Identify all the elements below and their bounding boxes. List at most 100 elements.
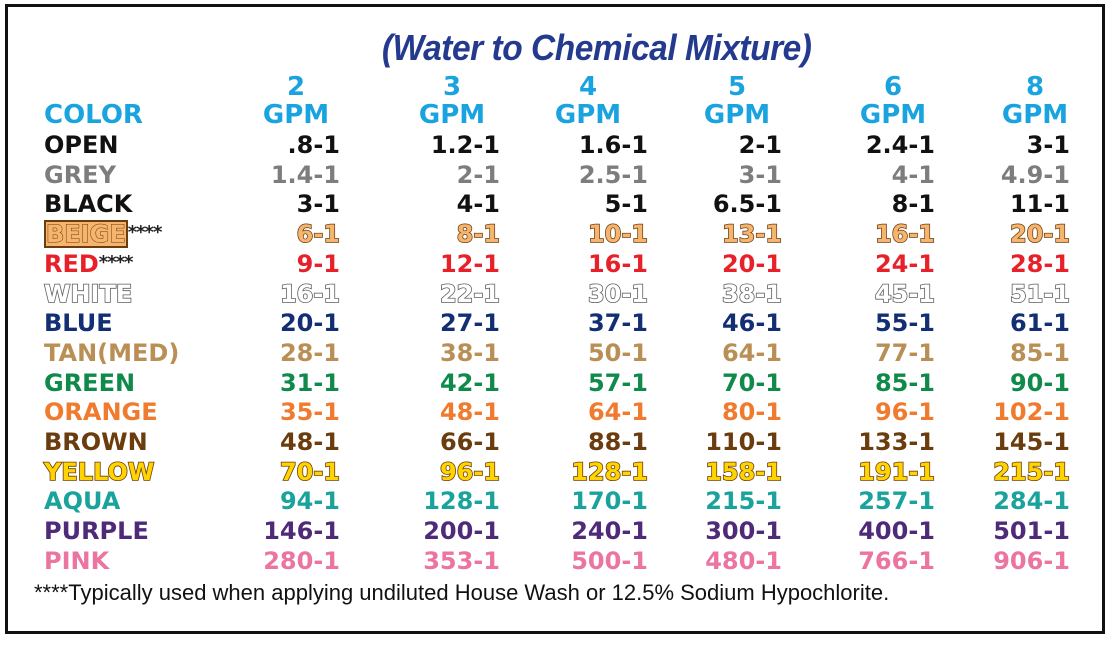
ratio-cell: 6.5-1: [712, 190, 782, 219]
ratio-cell: 66-1: [439, 428, 500, 456]
ratio-cell: 45-1: [874, 279, 936, 309]
ratio-cell: 57-1: [587, 368, 648, 397]
ratio-cell: 16-1: [874, 219, 936, 249]
row-label: GREEN: [44, 369, 135, 397]
ratio-cell: 1.4-1: [270, 160, 340, 189]
ratio-cell: 10-1: [587, 219, 649, 249]
ratio-cell: 158-1: [704, 457, 782, 487]
row-label: BROWN: [44, 428, 148, 456]
column-header-gpm-unit: GPM: [1001, 100, 1069, 130]
ratio-cell: 88-1: [587, 428, 648, 456]
ratio-cell: 500-1: [571, 546, 648, 575]
ratio-cell: 77-1: [874, 338, 935, 367]
ratio-cell: 133-1: [858, 428, 935, 456]
ratio-cell: 2.4-1: [865, 131, 935, 159]
ratio-cell: 9-1: [296, 249, 340, 278]
ratio-cell: 102-1: [993, 398, 1070, 427]
ratio-cell: 501-1: [993, 517, 1070, 546]
ratio-cell: 215-1: [705, 487, 782, 516]
ratio-cell: 1.2-1: [430, 131, 500, 159]
ratio-cell: 27-1: [439, 309, 500, 338]
ratio-cell: 170-1: [571, 487, 648, 516]
ratio-cell: 51-1: [1009, 279, 1071, 309]
ratio-cell: 46-1: [721, 309, 782, 338]
ratio-cell: 128-1: [423, 487, 500, 516]
ratio-cell: 55-1: [874, 309, 935, 338]
ratio-cell: 85-1: [1009, 338, 1070, 367]
ratio-cell: 30-1: [587, 279, 649, 309]
ratio-cell: 96-1: [874, 398, 935, 427]
ratio-cell: 110-1: [705, 428, 782, 456]
ratio-cell: 215-1: [992, 457, 1070, 487]
page-title: (Water to Chemical Mixture): [381, 27, 812, 68]
row-label: RED****: [44, 250, 133, 278]
ratio-cell: 94-1: [279, 487, 340, 516]
ratio-cell: 70-1: [721, 368, 782, 397]
ratio-cell: 5-1: [604, 190, 648, 219]
row-label-text: GREEN: [44, 368, 136, 397]
ratio-cell: 766-1: [858, 546, 935, 575]
ratio-cell: 480-1: [705, 546, 782, 575]
color-column-header: COLOR: [44, 100, 143, 130]
ratio-cell: 1.6-1: [578, 131, 648, 159]
row-label-text: BLACK: [44, 190, 133, 219]
row-label-text: BEIGE: [44, 220, 128, 249]
ratio-cell: 20-1: [279, 309, 340, 338]
column-header-gpm-value: 8: [1025, 72, 1045, 102]
row-label-text: OPEN: [44, 131, 119, 159]
row-label-text: BROWN: [44, 428, 148, 456]
row-label-text: YELLOW: [43, 457, 155, 487]
ratio-cell: 90-1: [1009, 368, 1070, 397]
footnote: ****Typically used when applying undilut…: [34, 580, 890, 605]
ratio-cell: 146-1: [263, 517, 340, 546]
ratio-cell: 4-1: [456, 190, 500, 219]
footnote-marker: ****: [127, 222, 163, 244]
ratio-cell: 50-1: [587, 338, 648, 367]
row-label: BLUE: [44, 309, 113, 337]
row-label: BLACK: [44, 190, 132, 218]
ratio-cell: 284-1: [993, 487, 1070, 516]
ratio-cell: 13-1: [721, 219, 783, 249]
ratio-cell: 4.9-1: [1000, 160, 1070, 189]
ratio-cell: .8-1: [287, 131, 340, 159]
row-label: ORANGE: [44, 398, 158, 426]
ratio-cell: 80-1: [721, 398, 782, 427]
ratio-cell: 64-1: [587, 398, 648, 427]
ratio-cell: 2-1: [456, 160, 500, 189]
ratio-cell: 70-1: [279, 457, 341, 487]
ratio-cell: 3-1: [1026, 131, 1070, 159]
ratio-cell: 145-1: [993, 428, 1070, 456]
ratio-cell: 353-1: [423, 546, 500, 575]
row-label: GREY: [44, 161, 116, 189]
row-label-text: BLUE: [44, 309, 113, 338]
column-header-gpm-value: 6: [883, 72, 903, 102]
row-label-text: ORANGE: [44, 398, 158, 427]
row-label: OPEN: [44, 131, 118, 159]
ratio-cell: 64-1: [721, 338, 782, 367]
ratio-cell: 2-1: [738, 131, 782, 159]
ratio-cell: 31-1: [279, 368, 340, 397]
ratio-cell: 191-1: [857, 457, 935, 487]
column-header-gpm-value: 4: [578, 72, 598, 102]
row-label: BEIGE ****: [44, 220, 163, 249]
ratio-cell: 20-1: [721, 249, 782, 278]
ratio-cell: 280-1: [263, 546, 340, 575]
column-header-gpm-value: 3: [442, 72, 462, 102]
row-label-text: AQUA: [44, 487, 121, 516]
ratio-cell: 24-1: [874, 249, 935, 278]
ratio-cell: 2.5-1: [578, 160, 648, 189]
ratio-cell: 12-1: [439, 249, 500, 278]
ratio-cell: 28-1: [279, 338, 340, 367]
ratio-cell: 38-1: [721, 279, 783, 309]
ratio-cell: 3-1: [296, 190, 340, 219]
ratio-cell: 28-1: [1009, 249, 1070, 278]
ratio-cell: 42-1: [439, 368, 500, 397]
ratio-cell: 8-1: [456, 219, 501, 249]
column-header-gpm-value: 5: [727, 72, 747, 102]
ratio-cell: 11-1: [1009, 190, 1070, 219]
ratio-cell: 16-1: [587, 249, 648, 278]
column-header-gpm-unit: GPM: [859, 100, 927, 130]
row-label-text: PURPLE: [44, 517, 149, 546]
row-label-text: WHITE: [43, 279, 133, 309]
row-label-text: PINK: [44, 546, 110, 575]
